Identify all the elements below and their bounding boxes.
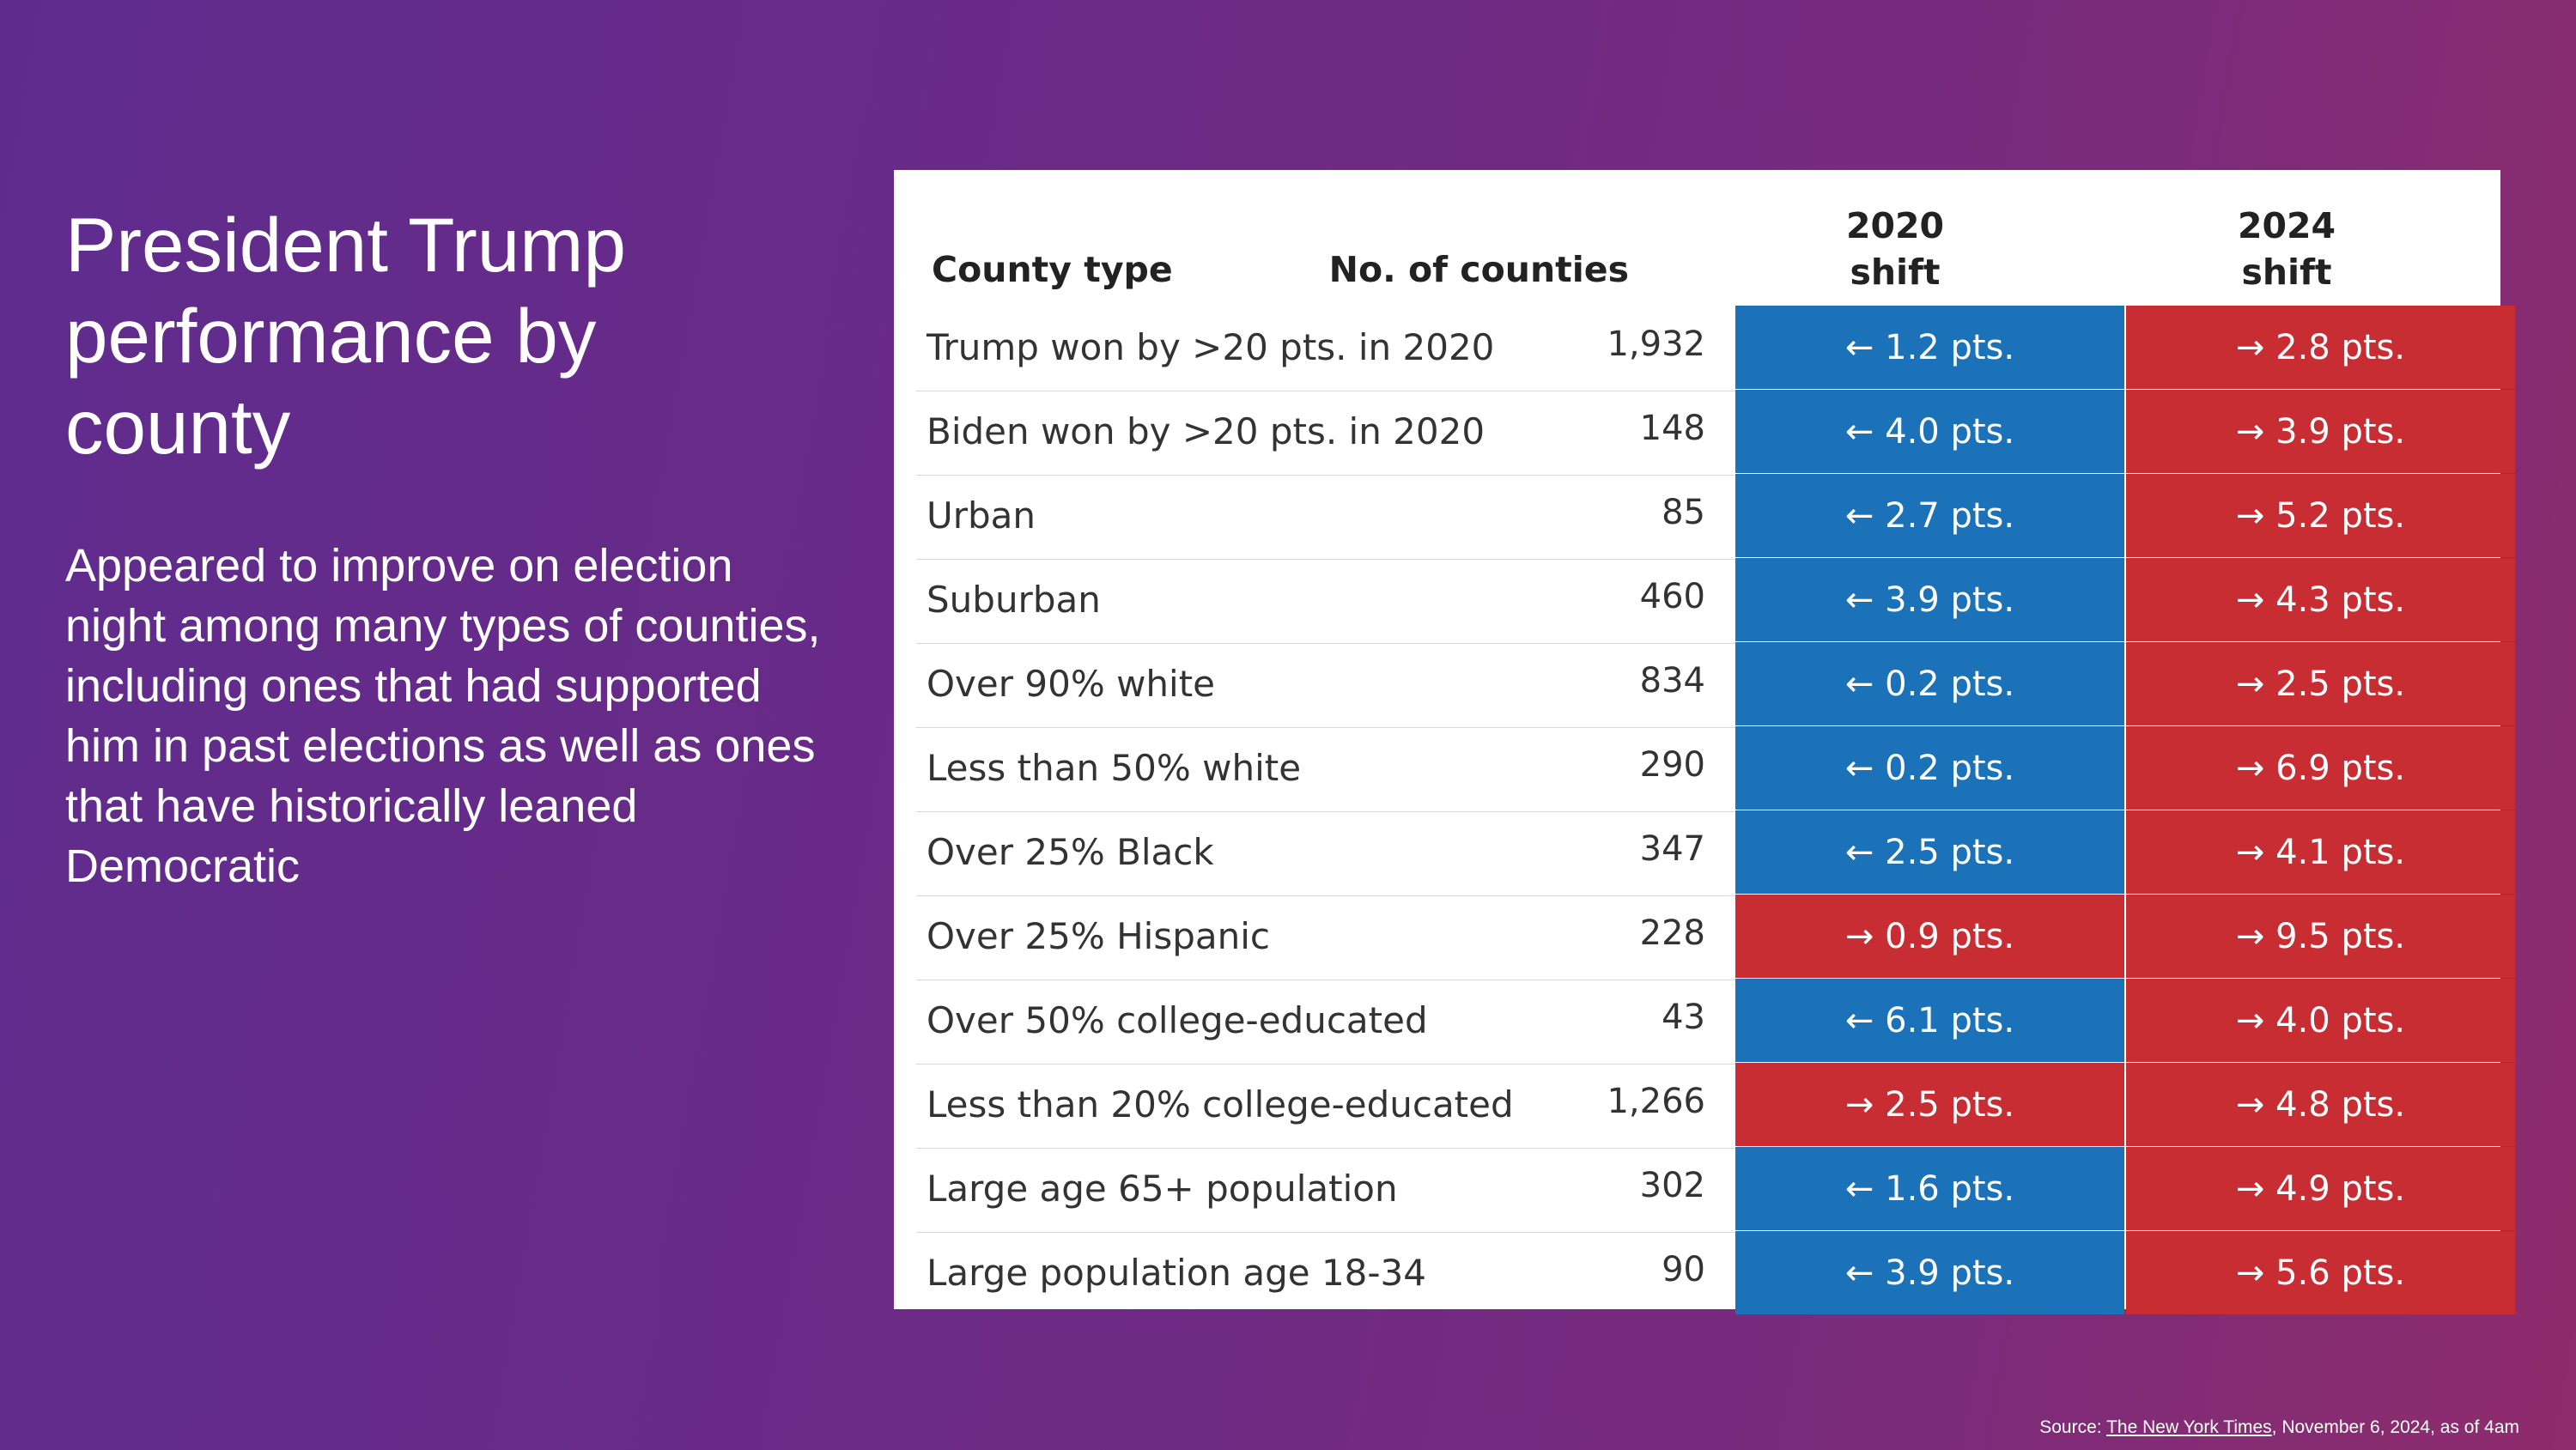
- county-count-cell: 90: [1662, 1250, 1705, 1289]
- header-2024-year: 2024: [2237, 205, 2336, 246]
- table-row: Large age 65+ population 302 ← 1.6 pts. …: [916, 1147, 2515, 1233]
- county-type-cell: Large population age 18-34: [927, 1252, 1426, 1294]
- table-row: Large population age 18-34 90 ← 3.9 pts.…: [916, 1231, 2515, 1316]
- source-link[interactable]: The New York Times: [2106, 1417, 2272, 1437]
- shift-2020-cell: ← 6.1 pts.: [1735, 979, 2124, 1062]
- header-2024-label: shift: [2241, 252, 2332, 293]
- shift-2024-cell: → 3.9 pts.: [2126, 390, 2515, 473]
- header-2020-label: shift: [1850, 252, 1941, 293]
- shift-2024-cell: → 5.2 pts.: [2126, 474, 2515, 557]
- county-count-cell: 228: [1639, 913, 1705, 953]
- slide-subtitle: Appeared to improve on election night am…: [65, 540, 821, 892]
- header-2020-year: 2020: [1845, 205, 1945, 246]
- table-row: Over 25% Black 347 ← 2.5 pts. → 4.1 pts.: [916, 810, 2515, 896]
- county-count-cell: 290: [1639, 745, 1705, 785]
- shift-2020-cell: ← 1.6 pts.: [1735, 1147, 2124, 1230]
- county-count-cell: 43: [1662, 998, 1705, 1037]
- shift-2024-cell: → 4.9 pts.: [2126, 1147, 2515, 1230]
- county-type-cell: Trump won by >20 pts. in 2020: [927, 326, 1495, 368]
- table-row: Urban 85 ← 2.7 pts. → 5.2 pts.: [916, 474, 2515, 560]
- county-count-cell: 834: [1639, 661, 1705, 701]
- county-count-cell: 1,932: [1607, 325, 1705, 364]
- county-count-cell: 1,266: [1607, 1082, 1705, 1121]
- header-num-counties: No. of counties: [1328, 249, 1629, 290]
- source-prefix: Source:: [2039, 1417, 2107, 1437]
- shift-2020-cell: ← 0.2 pts.: [1735, 726, 2124, 810]
- shift-2024-cell: → 5.6 pts.: [2126, 1231, 2515, 1314]
- header-county-type: County type: [932, 249, 1173, 290]
- table-row: Over 50% college-educated 43 ← 6.1 pts. …: [916, 979, 2515, 1065]
- shift-2020-cell: ← 1.2 pts.: [1735, 306, 2124, 389]
- shift-2020-cell: ← 3.9 pts.: [1735, 558, 2124, 641]
- county-count-cell: 302: [1639, 1166, 1705, 1205]
- county-type-cell: Biden won by >20 pts. in 2020: [927, 410, 1485, 452]
- county-type-cell: Over 50% college-educated: [927, 999, 1428, 1041]
- county-type-cell: Suburban: [927, 579, 1101, 621]
- county-shift-table: County type No. of counties 2020 shift 2…: [894, 170, 2515, 1314]
- table-row: Over 90% white 834 ← 0.2 pts. → 2.5 pts.: [916, 642, 2515, 728]
- header-2024-shift: 2024 shift: [2092, 203, 2482, 295]
- county-type-cell: Urban: [927, 494, 1036, 537]
- county-type-cell: Over 25% Black: [927, 831, 1214, 873]
- table-header: County type No. of counties 2020 shift 2…: [894, 170, 2500, 307]
- shift-2020-cell: ← 2.7 pts.: [1735, 474, 2124, 557]
- table-row: Biden won by >20 pts. in 2020 148 ← 4.0 …: [916, 390, 2515, 476]
- county-type-cell: Large age 65+ population: [927, 1168, 1398, 1210]
- source-suffix: , November 6, 2024, as of 4am: [2271, 1417, 2519, 1437]
- county-count-cell: 85: [1662, 493, 1705, 532]
- shift-2024-cell: → 2.5 pts.: [2126, 642, 2515, 725]
- county-type-cell: Over 25% Hispanic: [927, 915, 1270, 957]
- shift-2020-cell: ← 0.2 pts.: [1735, 642, 2124, 725]
- county-count-cell: 460: [1639, 577, 1705, 616]
- source-note: Source: The New York Times, November 6, …: [2039, 1417, 2519, 1438]
- table-body: Trump won by >20 pts. in 2020 1,932 ← 1.…: [894, 306, 2515, 1316]
- slide-title: President Trump performance by county: [65, 202, 626, 470]
- shift-2020-cell: → 0.9 pts.: [1735, 895, 2124, 978]
- county-count-cell: 347: [1639, 829, 1705, 869]
- shift-2020-cell: ← 3.9 pts.: [1735, 1231, 2124, 1314]
- county-type-cell: Less than 50% white: [927, 747, 1302, 789]
- table-row: Trump won by >20 pts. in 2020 1,932 ← 1.…: [916, 306, 2515, 391]
- left-panel: President Trump performance by county Ap…: [65, 199, 838, 896]
- shift-2020-cell: ← 4.0 pts.: [1735, 390, 2124, 473]
- header-2020-shift: 2020 shift: [1700, 203, 2090, 295]
- shift-2024-cell: → 4.1 pts.: [2126, 810, 2515, 894]
- shift-2020-cell: ← 2.5 pts.: [1735, 810, 2124, 894]
- shift-2024-cell: → 4.8 pts.: [2126, 1063, 2515, 1146]
- county-count-cell: 148: [1639, 409, 1705, 448]
- table-row: Less than 50% white 290 ← 0.2 pts. → 6.9…: [916, 726, 2515, 812]
- table-row: Less than 20% college-educated 1,266 → 2…: [916, 1063, 2515, 1149]
- county-type-cell: Less than 20% college-educated: [927, 1083, 1514, 1125]
- table-row: Over 25% Hispanic 228 → 0.9 pts. → 9.5 p…: [916, 895, 2515, 980]
- shift-2024-cell: → 4.3 pts.: [2126, 558, 2515, 641]
- table-row: Suburban 460 ← 3.9 pts. → 4.3 pts.: [916, 558, 2515, 644]
- shift-2024-cell: → 4.0 pts.: [2126, 979, 2515, 1062]
- shift-2024-cell: → 6.9 pts.: [2126, 726, 2515, 810]
- county-type-cell: Over 90% white: [927, 663, 1216, 705]
- shift-2024-cell: → 9.5 pts.: [2126, 895, 2515, 978]
- shift-2020-cell: → 2.5 pts.: [1735, 1063, 2124, 1146]
- shift-2024-cell: → 2.8 pts.: [2126, 306, 2515, 389]
